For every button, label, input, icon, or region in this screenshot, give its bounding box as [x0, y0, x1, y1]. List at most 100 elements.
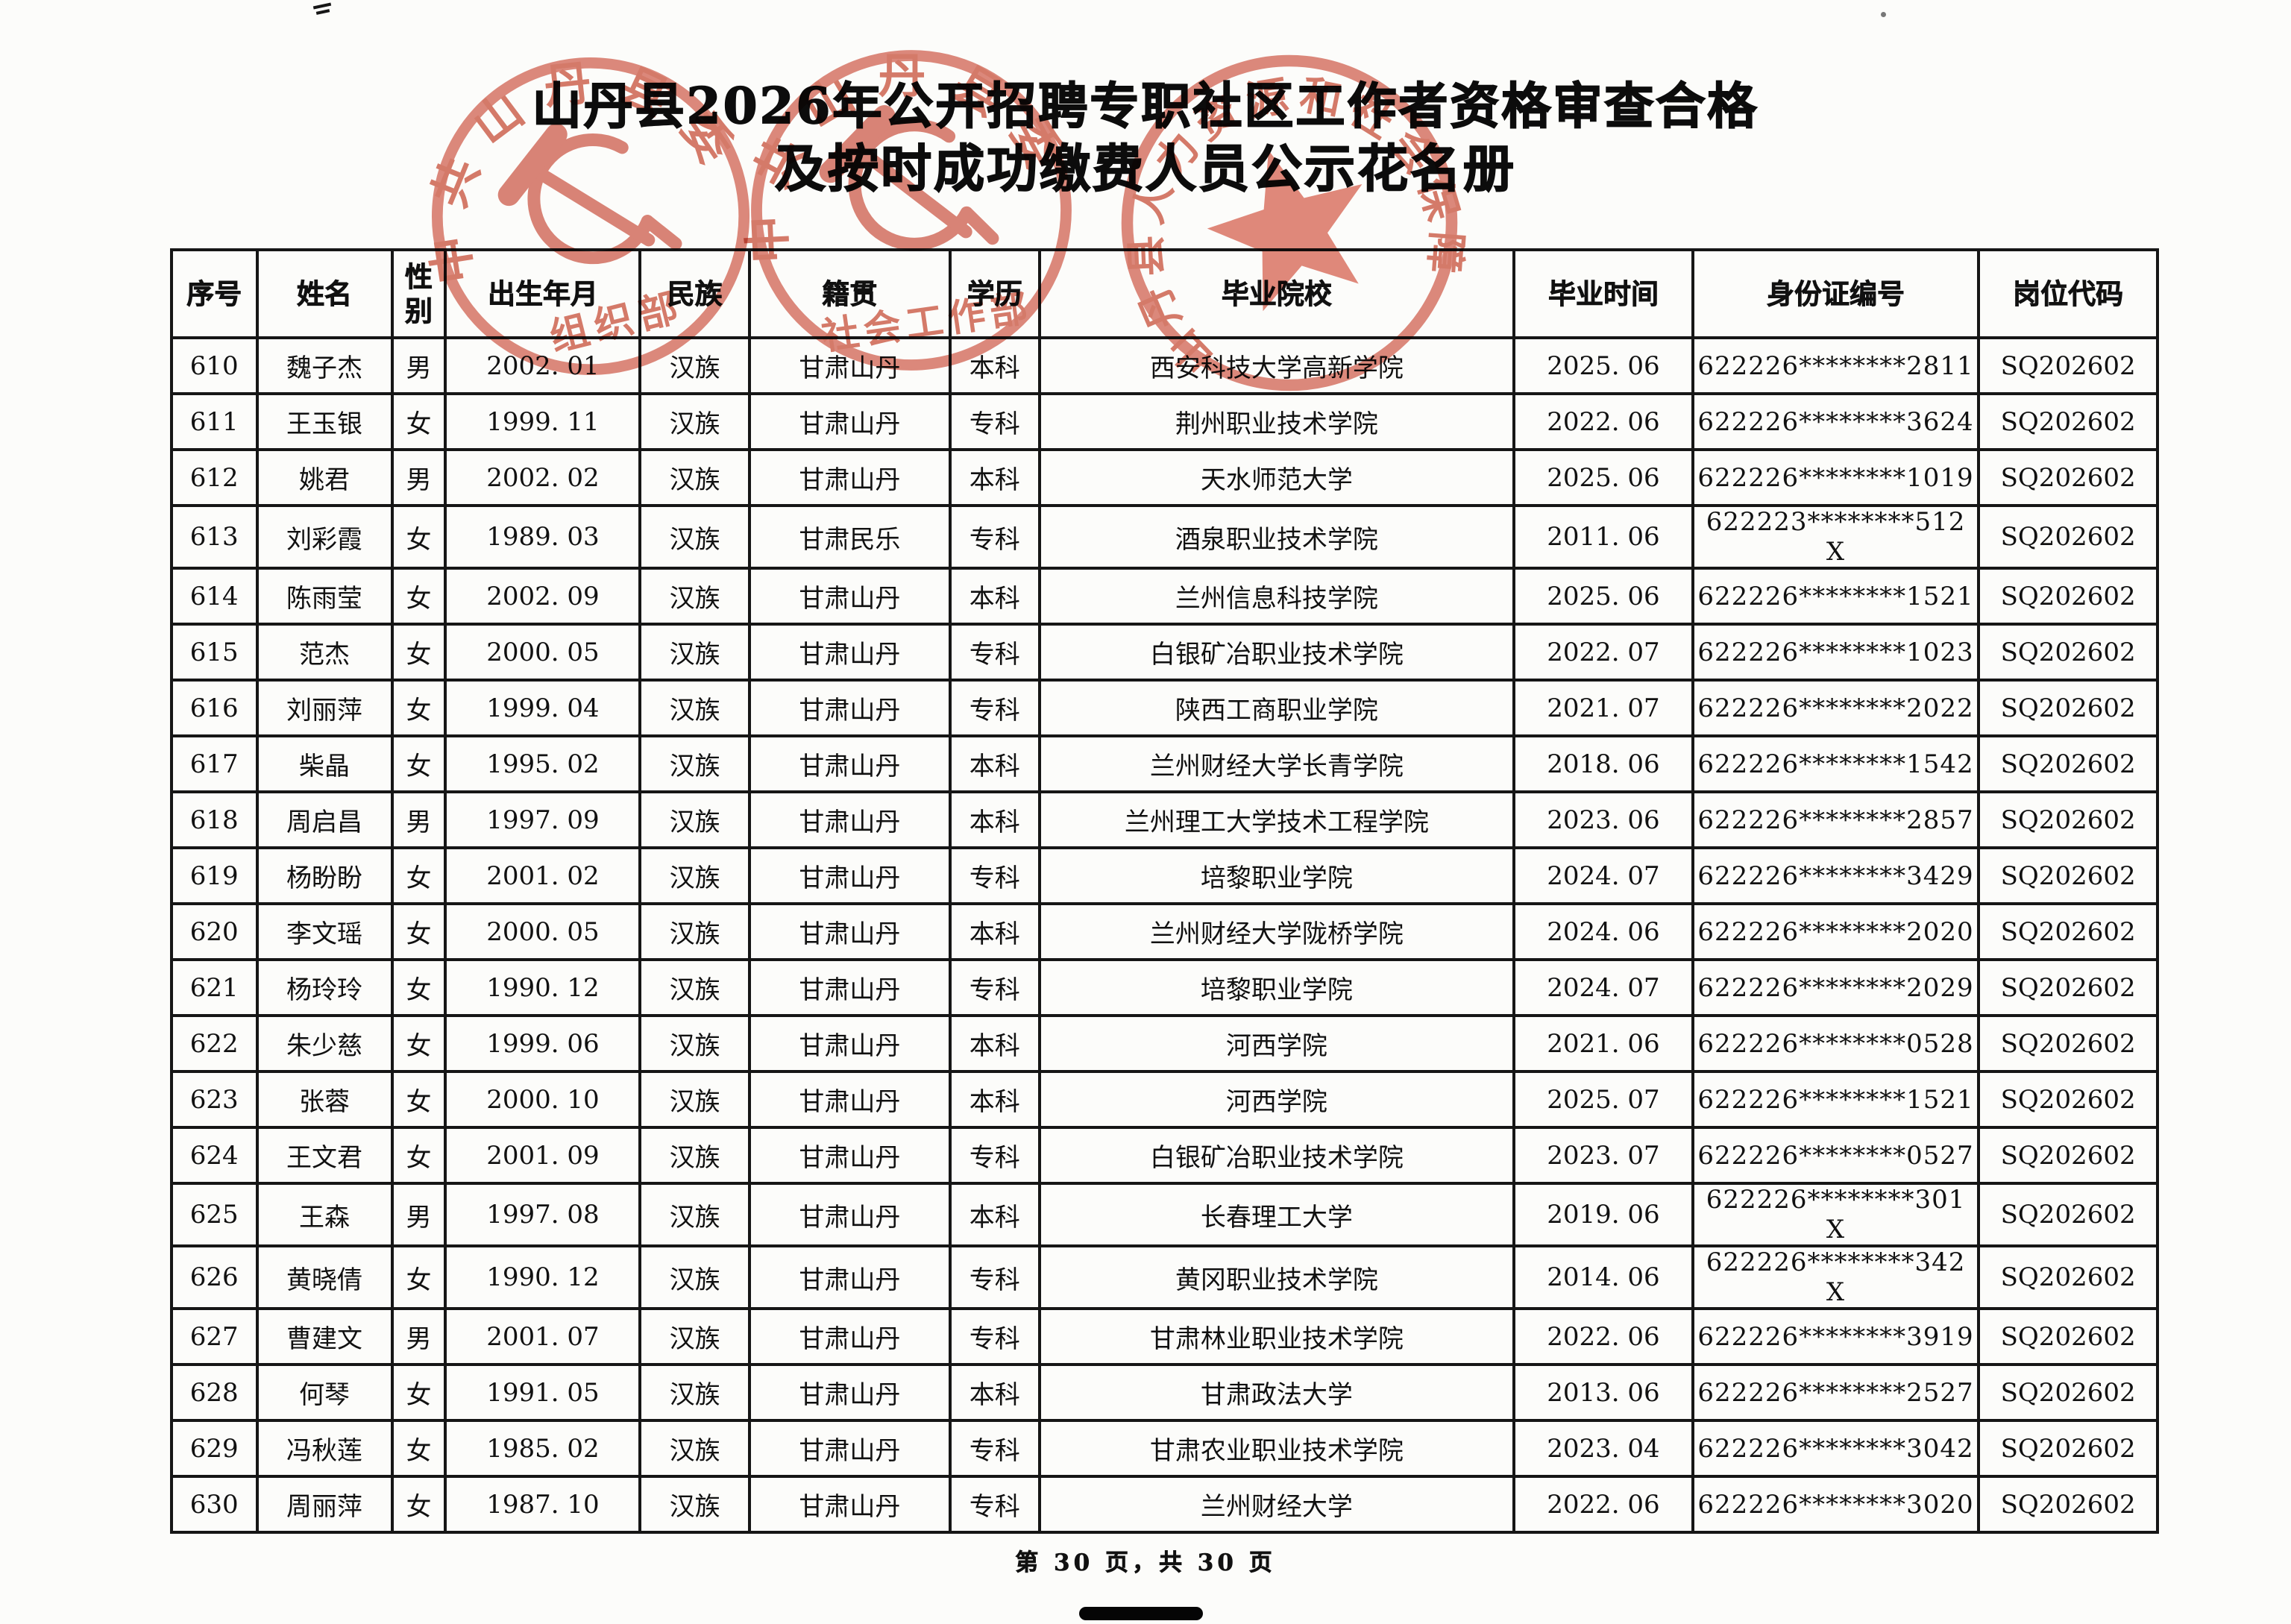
cell-education: 本科: [948, 567, 1041, 626]
cell-graduation-time: 2019. 06: [1512, 1182, 1694, 1247]
cell-graduate-school: 酒泉职业技术学院: [1037, 504, 1516, 570]
cell-ethnicity: 汉族: [638, 1070, 751, 1129]
table-row: 624 王文君 女 2001. 09 汉族 甘肃山丹 专科 白银矿冶职业技术学院…: [170, 1126, 2159, 1185]
cell-graduate-school: 荆州职业技术学院: [1037, 392, 1516, 451]
cell-name: 刘彩霞: [255, 504, 394, 570]
cell-graduation-time: 2024. 07: [1512, 846, 1694, 905]
cell-name: 朱少慈: [255, 1014, 394, 1073]
cell-graduation-time: 2022. 06: [1512, 1475, 1694, 1534]
cell-id-number: 622226********3429: [1691, 846, 1981, 905]
cell-birthdate: 1990. 12: [444, 958, 642, 1017]
table-row: 612 姚君 男 2002. 02 汉族 甘肃山丹 本科 天水师范大学 2025…: [170, 448, 2159, 507]
cell-name: 曹建文: [255, 1307, 394, 1366]
cell-graduation-time: 2023. 06: [1512, 790, 1694, 849]
table-row: 623 张蓉 女 2000. 10 汉族 甘肃山丹 本科 河西学院 2025. …: [170, 1070, 2159, 1129]
column-header-id-number: 身份证编号: [1691, 248, 1981, 339]
cell-graduation-time: 2023. 04: [1512, 1419, 1694, 1478]
cell-serial: 622: [170, 1014, 259, 1073]
cell-graduate-school: 天水师范大学: [1037, 448, 1516, 507]
cell-ethnicity: 汉族: [638, 567, 751, 626]
cell-graduate-school: 甘肃政法大学: [1037, 1363, 1516, 1422]
cell-education: 专科: [948, 1475, 1041, 1534]
table-row: 621 杨玲玲 女 1990. 12 汉族 甘肃山丹 专科 培黎职业学院 202…: [170, 958, 2159, 1017]
cell-gender: 女: [390, 734, 447, 793]
cell-education: 专科: [948, 392, 1041, 451]
cell-id-number: 622226********1023: [1691, 623, 1981, 682]
cell-graduate-school: 培黎职业学院: [1037, 846, 1516, 905]
column-header-gender: 性别: [390, 248, 447, 339]
cell-education: 专科: [948, 958, 1041, 1017]
cell-native-place: 甘肃山丹: [747, 679, 952, 737]
cell-name: 李文瑶: [255, 902, 394, 961]
table-row: 619 杨盼盼 女 2001. 02 汉族 甘肃山丹 专科 培黎职业学院 202…: [170, 846, 2159, 905]
cell-serial: 617: [170, 734, 259, 793]
cell-id-number: 622226********1521: [1691, 1070, 1981, 1129]
cell-graduate-school: 河西学院: [1037, 1070, 1516, 1129]
cell-gender: 女: [390, 1014, 447, 1073]
table-row: 616 刘丽萍 女 1999. 04 汉族 甘肃山丹 专科 陕西工商职业学院 2…: [170, 679, 2159, 737]
cell-native-place: 甘肃山丹: [747, 734, 952, 793]
cell-gender: 女: [390, 1070, 447, 1129]
cell-native-place: 甘肃山丹: [747, 448, 952, 507]
cell-name: 范杰: [255, 623, 394, 682]
cell-position-code: SQ202602: [1977, 1419, 2159, 1478]
cell-native-place: 甘肃山丹: [747, 1363, 952, 1422]
cell-graduation-time: 2014. 06: [1512, 1244, 1694, 1310]
cell-birthdate: 1985. 02: [444, 1419, 642, 1478]
cell-ethnicity: 汉族: [638, 336, 751, 395]
cell-position-code: SQ202602: [1977, 1475, 2159, 1534]
cell-native-place: 甘肃山丹: [747, 1475, 952, 1534]
cell-birthdate: 2000. 10: [444, 1070, 642, 1129]
cell-name: 魏子杰: [255, 336, 394, 395]
page-number: 第 30 页，共 30 页: [1015, 1549, 1276, 1577]
cell-ethnicity: 汉族: [638, 1182, 751, 1247]
cell-native-place: 甘肃山丹: [747, 392, 952, 451]
scan-artifact-bottom-bar: [1079, 1607, 1203, 1620]
cell-education: 专科: [948, 623, 1041, 682]
cell-graduate-school: 长春理工大学: [1037, 1182, 1516, 1247]
scan-artifact-mark: [312, 2, 332, 10]
cell-graduation-time: 2024. 07: [1512, 958, 1694, 1017]
cell-id-number: 622226********2020: [1691, 902, 1981, 961]
column-header-native-place: 籍贯: [747, 248, 952, 339]
cell-position-code: SQ202602: [1977, 790, 2159, 849]
cell-graduation-time: 2025. 06: [1512, 336, 1694, 395]
cell-ethnicity: 汉族: [638, 392, 751, 451]
table-row: 613 刘彩霞 女 1989. 03 汉族 甘肃民乐 专科 酒泉职业技术学院 2…: [170, 504, 2159, 570]
cell-ethnicity: 汉族: [638, 790, 751, 849]
table-header-row: 序号 姓名 性别 出生年月 民族 籍贯 学历 毕业院校 毕业时间 身份证编号 岗…: [170, 248, 2159, 339]
table-row: 629 冯秋莲 女 1985. 02 汉族 甘肃山丹 专科 甘肃农业职业技术学院…: [170, 1419, 2159, 1478]
cell-graduation-time: 2021. 07: [1512, 679, 1694, 737]
cell-name: 王玉银: [255, 392, 394, 451]
cell-id-number: 622226********1542: [1691, 734, 1981, 793]
cell-position-code: SQ202602: [1977, 567, 2159, 626]
cell-name: 黄晓倩: [255, 1244, 394, 1310]
document-title-line1: 山丹县2026年公开招聘专职社区工作者资格审查合格: [532, 76, 1759, 136]
column-header-ethnicity: 民族: [638, 248, 751, 339]
table-row: 618 周启昌 男 1997. 09 汉族 甘肃山丹 本科 兰州理工大学技术工程…: [170, 790, 2159, 849]
cell-native-place: 甘肃山丹: [747, 1244, 952, 1310]
cell-education: 本科: [948, 902, 1041, 961]
cell-ethnicity: 汉族: [638, 623, 751, 682]
cell-education: 本科: [948, 448, 1041, 507]
table-row: 627 曹建文 男 2001. 07 汉族 甘肃山丹 专科 甘肃林业职业技术学院…: [170, 1307, 2159, 1366]
cell-graduate-school: 兰州理工大学技术工程学院: [1037, 790, 1516, 849]
cell-birthdate: 1987. 10: [444, 1475, 642, 1534]
cell-graduate-school: 兰州财经大学陇桥学院: [1037, 902, 1516, 961]
cell-education: 专科: [948, 1307, 1041, 1366]
cell-position-code: SQ202602: [1977, 448, 2159, 507]
cell-gender: 女: [390, 679, 447, 737]
cell-graduation-time: 2011. 06: [1512, 504, 1694, 570]
cell-native-place: 甘肃民乐: [747, 504, 952, 570]
table-row: 611 王玉银 女 1999. 11 汉族 甘肃山丹 专科 荆州职业技术学院 2…: [170, 392, 2159, 451]
table-row: 614 陈雨莹 女 2002. 09 汉族 甘肃山丹 本科 兰州信息科技学院 2…: [170, 567, 2159, 626]
cell-position-code: SQ202602: [1977, 1307, 2159, 1366]
cell-name: 何琴: [255, 1363, 394, 1422]
cell-serial: 618: [170, 790, 259, 849]
cell-gender: 男: [390, 1182, 447, 1247]
cell-id-number: 622226********0528: [1691, 1014, 1981, 1073]
cell-name: 柴晶: [255, 734, 394, 793]
column-header-position-code: 岗位代码: [1977, 248, 2159, 339]
cell-serial: 616: [170, 679, 259, 737]
